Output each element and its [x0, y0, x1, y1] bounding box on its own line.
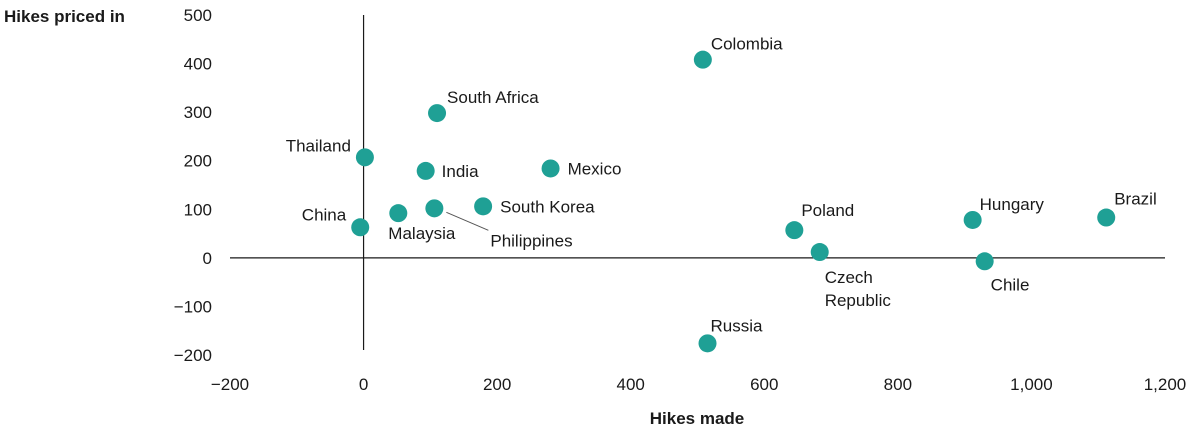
point-label-colombia: Colombia — [711, 35, 783, 54]
point-south-korea — [474, 197, 493, 216]
point-label-russia: Russia — [711, 316, 764, 335]
point-poland — [785, 221, 804, 240]
y-tick-label: 0 — [203, 249, 212, 268]
point-brazil — [1097, 208, 1116, 227]
point-mexico — [541, 159, 560, 178]
point-label-south-africa: South Africa — [447, 88, 539, 107]
point-czech-republic — [810, 243, 829, 262]
point-label-south-korea: South Korea — [500, 197, 595, 216]
y-tick-label: −100 — [174, 297, 212, 316]
point-label-czech-republic: Czech Republic — [825, 268, 892, 310]
y-tick-label: −200 — [174, 346, 212, 365]
point-thailand — [355, 148, 374, 167]
point-labels: Colombia South Africa Thailand India Mexico C… — [286, 35, 1157, 336]
point-hungary — [963, 210, 982, 229]
point-label-malaysia: Malaysia — [388, 224, 456, 243]
x-axis-title: Hikes made — [650, 409, 745, 428]
x-tick-label: 400 — [617, 375, 645, 394]
point-chile — [975, 252, 994, 271]
point-india — [416, 161, 435, 180]
point-label-poland: Poland — [801, 201, 854, 220]
axes — [230, 15, 1165, 350]
point-label-mexico: Mexico — [568, 159, 622, 178]
y-tick-label: 100 — [184, 200, 212, 219]
y-tick-label: 200 — [184, 152, 212, 171]
x-tick-label: 1,000 — [1010, 375, 1053, 394]
y-tick-label: 500 — [184, 6, 212, 25]
point-label-brazil: Brazil — [1114, 190, 1157, 209]
point-label-chile: Chile — [991, 275, 1030, 294]
x-tick-label: 800 — [884, 375, 912, 394]
x-tick-label: 600 — [750, 375, 778, 394]
point-label-india: India — [442, 162, 479, 181]
leader-line-philippines — [446, 211, 489, 231]
y-tick-label: 300 — [184, 103, 212, 122]
point-label-philippines: Philippines — [490, 231, 572, 250]
tick-labels: 500 400 300 200 100 0 −100 −200 −200 0 200 400 600 80… — [174, 6, 1187, 394]
y-axis-title: Hikes priced in — [4, 7, 125, 26]
point-russia — [698, 334, 717, 353]
x-tick-label: 1,200 — [1144, 375, 1187, 394]
point-china — [351, 218, 370, 237]
x-tick-label: 200 — [483, 375, 511, 394]
point-malaysia — [389, 204, 408, 223]
point-label-thailand: Thailand — [286, 136, 351, 155]
x-tick-label: −200 — [211, 375, 249, 394]
data-points — [351, 50, 1116, 353]
point-colombia — [693, 50, 712, 69]
point-philippines — [425, 199, 444, 218]
x-tick-label: 0 — [359, 375, 368, 394]
point-label-china: China — [302, 205, 347, 224]
leader-lines — [446, 211, 489, 231]
point-south-africa — [428, 104, 447, 123]
point-label-hungary: Hungary — [980, 195, 1045, 214]
y-tick-label: 400 — [184, 55, 212, 74]
